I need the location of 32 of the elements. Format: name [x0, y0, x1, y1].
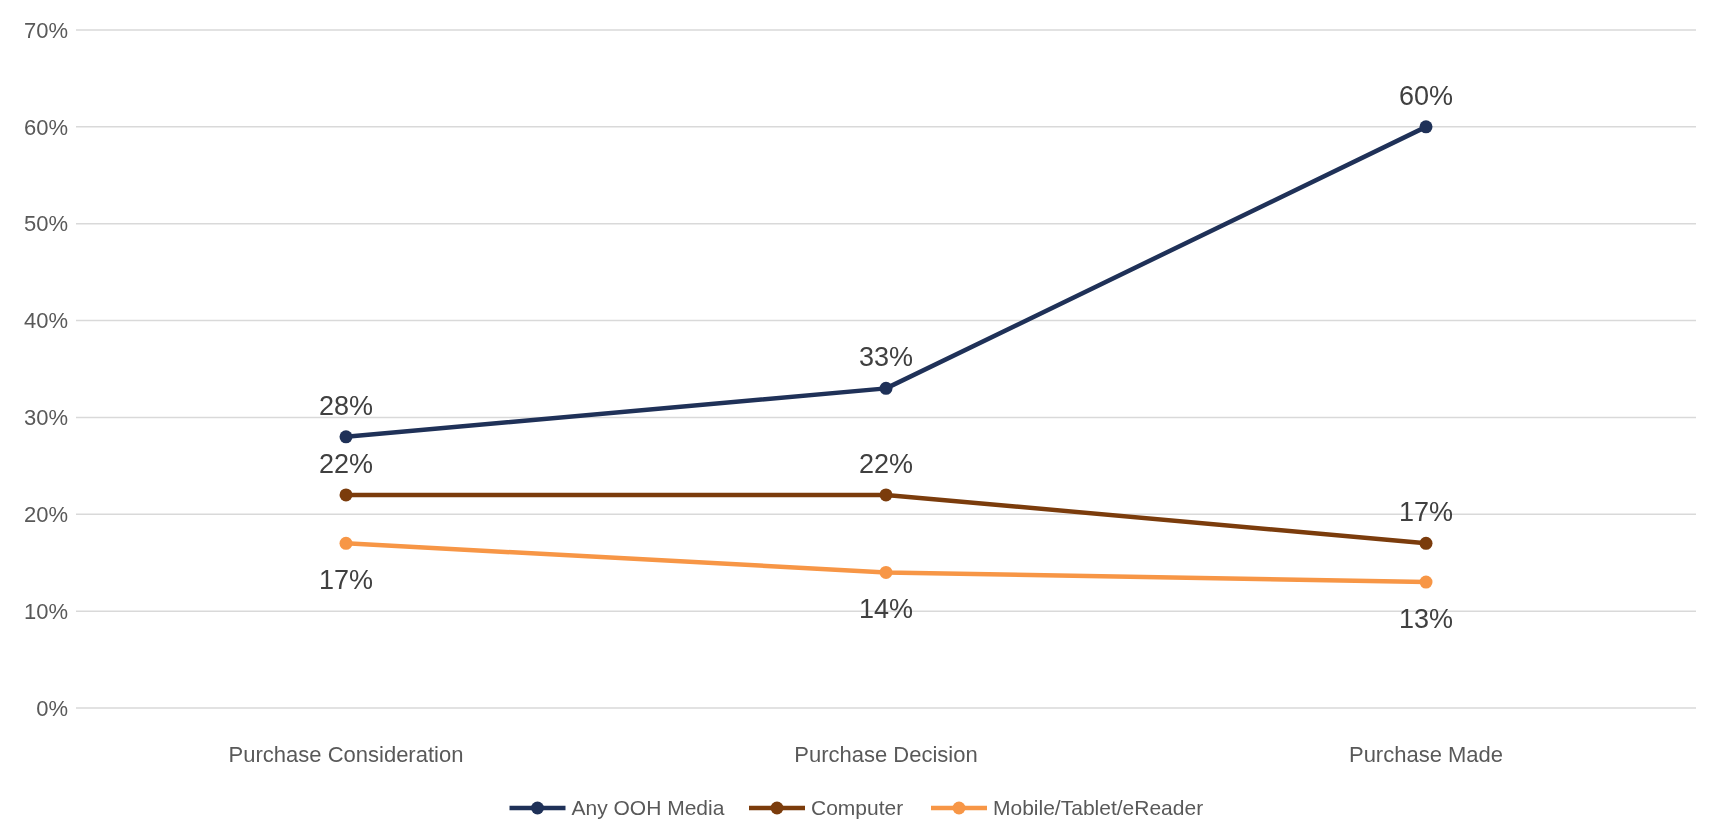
y-tick-label: 30% [23, 405, 68, 431]
data-label: 17% [1398, 497, 1454, 528]
data-label: 22% [318, 448, 374, 479]
y-tick-label: 60% [23, 114, 68, 140]
point [339, 430, 353, 444]
y-tick-label: 20% [23, 501, 68, 527]
y-tick-label: 50% [23, 211, 68, 237]
y-tick-label: 40% [23, 308, 68, 334]
point [339, 536, 353, 550]
legend-label: Mobile/Tablet/eReader [993, 796, 1204, 820]
data-label: 17% [318, 565, 374, 596]
data-label: 22% [858, 448, 914, 479]
data-label: 14% [858, 594, 914, 625]
point [339, 488, 353, 502]
data-label: 13% [1398, 604, 1454, 635]
y-tick-label: 0% [36, 695, 68, 721]
x-tick-label: Purchase Made [1348, 742, 1504, 767]
legend-label: Computer [811, 796, 904, 820]
x-tick-label: Purchase Consideration [228, 742, 464, 767]
point [1419, 536, 1433, 550]
point [879, 381, 893, 395]
data-label: 28% [318, 390, 374, 421]
point [879, 565, 893, 579]
x-tick-label: Purchase Decision [794, 742, 978, 767]
legend-label: Any OOH Media [571, 796, 725, 820]
y-tick-label: 10% [23, 598, 68, 624]
y-tick-label: 70% [23, 17, 68, 43]
point [879, 488, 893, 502]
point [1419, 120, 1433, 134]
data-label: 60% [1398, 80, 1454, 111]
point [1419, 575, 1433, 589]
data-label: 33% [858, 342, 914, 373]
